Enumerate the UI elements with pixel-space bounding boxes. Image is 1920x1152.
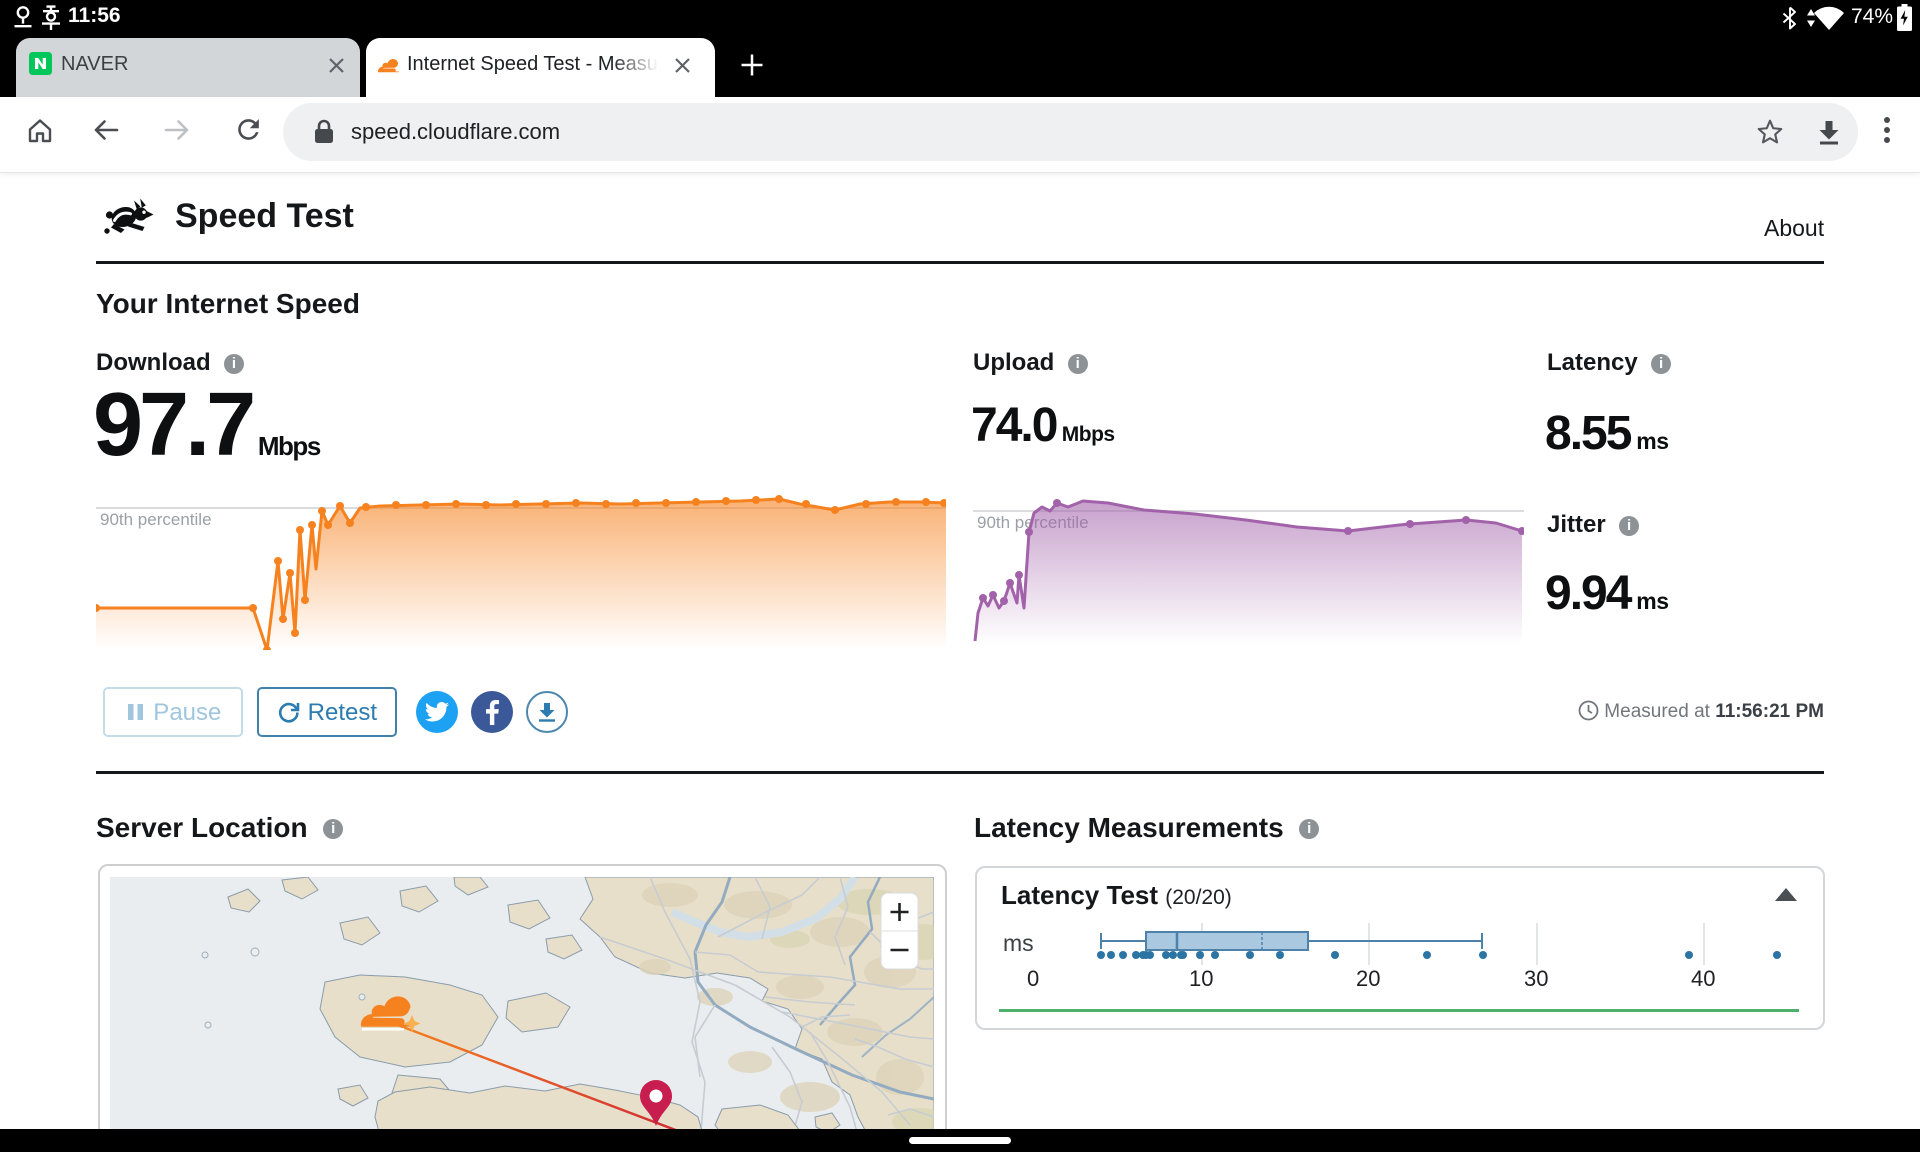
svg-text:90th percentile: 90th percentile [100,510,212,529]
